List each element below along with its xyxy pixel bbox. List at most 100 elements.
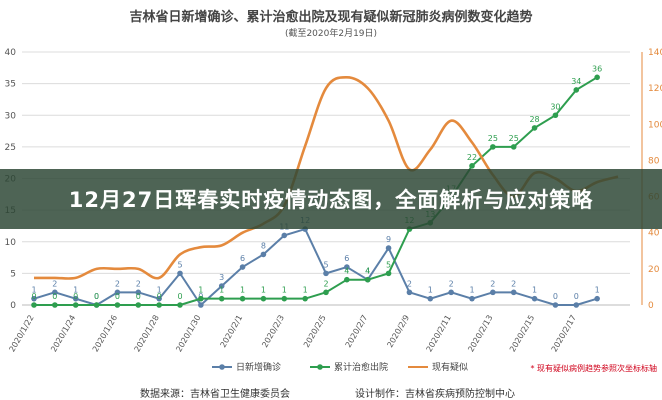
data-point: [552, 302, 559, 308]
data-label: 1: [303, 286, 308, 295]
data-label: 2: [511, 279, 516, 288]
data-point: [510, 289, 517, 296]
data-point: [344, 276, 350, 283]
data-label: 8: [261, 241, 266, 250]
y-right-tick-label: 120: [648, 84, 662, 94]
y-right-tick-label: 0: [648, 301, 654, 311]
data-point: [406, 289, 413, 296]
data-label: 0: [94, 292, 99, 301]
data-label: 0: [115, 292, 120, 301]
y-right-tick-label: 40: [648, 229, 660, 239]
y-right-tick-label: 140: [648, 48, 662, 58]
y-left-tick-label: 40: [5, 48, 17, 58]
data-point: [490, 144, 496, 150]
data-label: 9: [386, 235, 391, 244]
series: 1210221503681112564921212210010000000011…: [31, 64, 619, 308]
legend-marker: [219, 364, 225, 370]
data-label: 1: [469, 286, 474, 295]
data-label: 2: [407, 279, 412, 288]
y-left-tick-label: 30: [5, 111, 17, 121]
data-point: [469, 295, 475, 302]
x-tick-label: 2020/2/5: [302, 314, 328, 350]
data-point: [198, 295, 204, 302]
data-label: 1: [157, 286, 162, 295]
legend-label: 日新增确诊: [236, 361, 281, 373]
x-tick-label: 2020/2/15: [508, 314, 536, 354]
data-label: 1: [532, 286, 537, 295]
x-tick-label: 2020/1/30: [174, 314, 202, 354]
secondary-axis-note: * 现有疑似病例趋势参照次坐标标轴: [530, 363, 657, 373]
data-label: 1: [595, 286, 600, 295]
data-point: [239, 295, 246, 302]
x-tick-label: 2020/1/26: [91, 314, 119, 354]
data-point: [198, 302, 204, 308]
data-point: [594, 74, 600, 81]
data-source-text: 数据来源：吉林省卫生健康委员会: [140, 389, 290, 400]
y-left-tick-label: 35: [5, 80, 16, 90]
x-tick-label: 2020/2/17: [550, 314, 578, 354]
data-label: 1: [428, 286, 433, 295]
x-tick-label: 2020/1/24: [49, 314, 77, 354]
data-point: [344, 264, 350, 270]
data-point: [114, 302, 121, 308]
data-point: [510, 144, 517, 150]
data-label: 34: [571, 77, 581, 86]
data-label: 4: [365, 267, 370, 276]
footer: 数据来源：吉林省卫生健康委员会 设计制作：吉林省疾病预防控制中心: [0, 384, 662, 400]
x-tick-label: 2020/1/28: [133, 314, 161, 354]
headline-banner: 12月27日珲春实时疫情动态图，全面解析与应对策略: [0, 169, 662, 229]
data-label: 1: [198, 286, 203, 295]
data-label: 2: [490, 279, 495, 288]
data-label: 22: [467, 153, 477, 162]
data-label: 0: [73, 292, 78, 301]
data-point: [531, 295, 538, 302]
data-label: 5: [323, 260, 328, 269]
data-point: [594, 295, 600, 302]
data-label: 2: [136, 279, 141, 288]
data-point: [552, 112, 559, 119]
data-label: 0: [157, 292, 162, 301]
y-left-tick-label: 5: [10, 269, 16, 279]
data-label: 25: [488, 134, 498, 143]
data-label: 1: [73, 286, 78, 295]
data-point: [260, 251, 267, 258]
data-point: [427, 295, 434, 302]
y-right-tick-label: 20: [648, 265, 660, 275]
data-point: [239, 264, 246, 270]
data-point: [281, 232, 288, 239]
data-label: 2: [323, 279, 328, 288]
data-point: [364, 276, 371, 283]
data-point: [52, 289, 58, 296]
x-tick-label: 2020/2/7: [344, 314, 370, 350]
data-point: [218, 295, 225, 302]
data-point: [31, 302, 37, 308]
data-label: 5: [177, 260, 182, 269]
data-point: [531, 125, 538, 131]
data-point: [135, 302, 142, 308]
data-label: 0: [52, 292, 57, 301]
data-label: 0: [177, 292, 182, 301]
data-point: [573, 302, 580, 308]
y-right-tick-label: 80: [648, 156, 660, 166]
data-label: 2: [52, 279, 57, 288]
legend-marker: [317, 364, 323, 370]
data-point: [260, 295, 267, 302]
data-label: 6: [344, 254, 349, 263]
data-label: 25: [509, 134, 519, 143]
data-point: [72, 302, 79, 308]
data-label: 0: [574, 292, 579, 301]
x-tick-label: 2020/2/3: [260, 314, 286, 350]
data-label: 5: [386, 260, 391, 269]
data-point: [448, 289, 454, 296]
data-point: [31, 295, 37, 302]
x-tick-label: 2020/2/13: [466, 314, 494, 354]
data-label: 3: [219, 273, 224, 282]
data-point: [490, 289, 496, 296]
x-tick-label: 2020/1/22: [7, 314, 35, 354]
data-label: 1: [31, 286, 36, 295]
data-label: 0: [31, 292, 36, 301]
x-tick-label: 2020/2/11: [425, 314, 453, 354]
data-point: [323, 270, 329, 277]
data-point: [302, 295, 308, 302]
